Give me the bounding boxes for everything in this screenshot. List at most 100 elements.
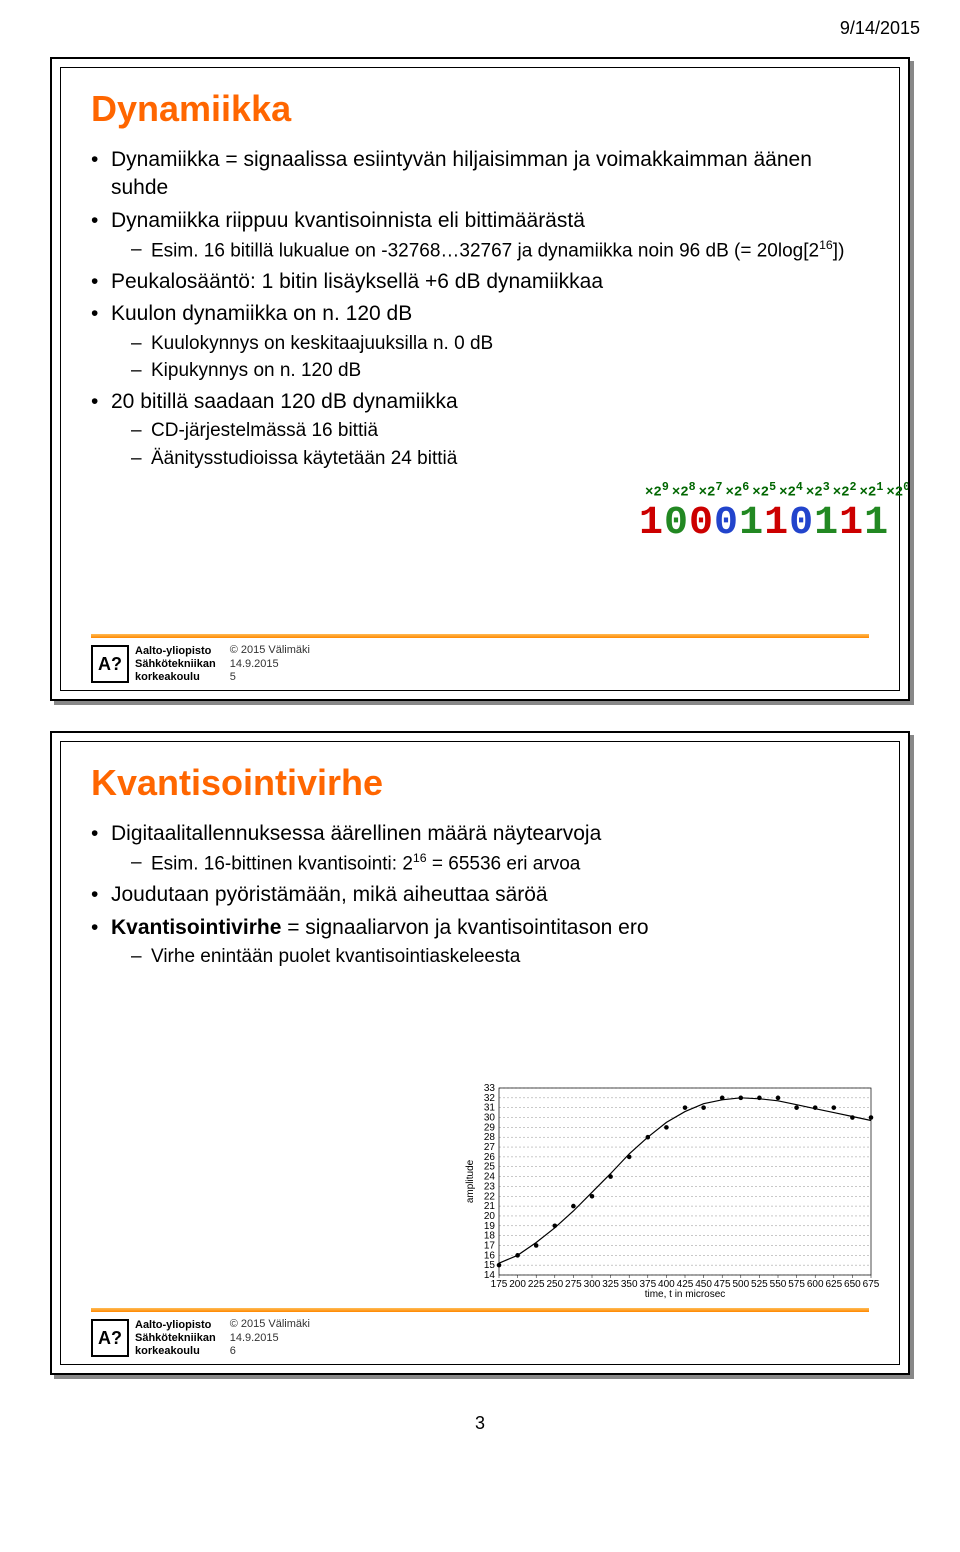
binary-graphic: ×29×28×27×26×25×24×23×22×21×20 100011011… <box>639 480 859 600</box>
s1-b2s1a: Esim. 16 bitillä lukualue on -32768…3276… <box>151 240 819 261</box>
svg-text:27: 27 <box>484 1142 496 1153</box>
svg-text:22: 22 <box>484 1191 496 1202</box>
svg-text:25: 25 <box>484 1162 496 1173</box>
svg-text:23: 23 <box>484 1181 496 1192</box>
svg-text:250: 250 <box>546 1279 563 1290</box>
svg-text:175: 175 <box>491 1279 508 1290</box>
svg-text:32: 32 <box>484 1093 496 1104</box>
slide-1: Dynamiikka Dynamiikka = signaalissa esii… <box>50 57 910 701</box>
svg-text:525: 525 <box>751 1279 768 1290</box>
s1-b3: Peukalosääntö: 1 bitin lisäyksellä +6 dB… <box>91 268 869 296</box>
svg-text:20: 20 <box>484 1211 496 1222</box>
s1-b5-text: 20 bitillä saadaan 120 dB dynamiikka <box>111 390 458 413</box>
chart-svg: 1415161718192021222324252627282930313233… <box>461 1080 881 1300</box>
logo2: A? Aalto-yliopisto Sähkötekniikan korkea… <box>91 1319 216 1357</box>
s1-b4-text: Kuulon dynamiikka on n. 120 dB <box>111 302 412 325</box>
s2-b1-text: Digitaalitallennuksessa äärellinen määrä… <box>111 822 601 845</box>
s2-b3: Kvantisointivirhe = signaaliarvon ja kva… <box>91 914 869 970</box>
quantization-chart: 1415161718192021222324252627282930313233… <box>461 1080 881 1300</box>
slide-2-inner: Kvantisointivirhe Digitaalitallennuksess… <box>60 741 900 1365</box>
svg-text:16: 16 <box>484 1250 496 1261</box>
svg-text:600: 600 <box>807 1279 824 1290</box>
s1-b2s1exp: 16 <box>819 238 833 252</box>
slide2-bullets: Digitaalitallennuksessa äärellinen määrä… <box>91 820 869 970</box>
s2-b3-s1: Virhe enintään puolet kvantisointiaskele… <box>111 944 869 970</box>
s1-b5-s2: Äänitysstudioissa käytetään 24 bittiä <box>111 446 869 472</box>
logo-l1: Aalto-yliopisto <box>135 645 216 658</box>
svg-text:225: 225 <box>528 1279 545 1290</box>
svg-text:24: 24 <box>484 1172 496 1183</box>
svg-text:17: 17 <box>484 1240 496 1251</box>
s1-b4: Kuulon dynamiikka on n. 120 dB Kuulokynn… <box>91 300 869 384</box>
svg-text:31: 31 <box>484 1103 496 1114</box>
svg-text:500: 500 <box>732 1279 749 1290</box>
svg-text:26: 26 <box>484 1152 496 1163</box>
s1-b2s1b: ]) <box>833 240 845 261</box>
svg-text:19: 19 <box>484 1221 496 1232</box>
svg-text:550: 550 <box>770 1279 787 1290</box>
cr-l2: 14.9.2015 <box>230 658 310 671</box>
cr-l1: © 2015 Välimäki <box>230 644 310 657</box>
s1-b2-text: Dynamiikka riippuu kvantisoinnista eli b… <box>111 209 585 232</box>
binary-digits: 1000110111 <box>639 501 859 546</box>
slide-2: Kvantisointivirhe Digitaalitallennuksess… <box>50 731 910 1375</box>
logo-text: Aalto-yliopisto Sähkötekniikan korkeakou… <box>135 645 216 683</box>
logo-l2: Sähkötekniikan <box>135 658 216 671</box>
svg-text:amplitude: amplitude <box>465 1159 476 1203</box>
svg-text:200: 200 <box>509 1279 526 1290</box>
svg-text:29: 29 <box>484 1122 496 1133</box>
svg-text:time, t in microsec: time, t in microsec <box>645 1289 726 1300</box>
slide2-footer: A? Aalto-yliopisto Sähkötekniikan korkea… <box>91 1318 310 1358</box>
svg-text:33: 33 <box>484 1083 496 1094</box>
svg-text:675: 675 <box>863 1279 880 1290</box>
svg-text:625: 625 <box>825 1279 842 1290</box>
logo-mark: A? <box>91 645 129 683</box>
cr2-l2: 14.9.2015 <box>230 1332 310 1345</box>
page-date: 9/14/2015 <box>0 0 960 47</box>
slide1-bullets: Dynamiikka = signaalissa esiintyvän hilj… <box>91 146 869 472</box>
svg-text:15: 15 <box>484 1260 496 1271</box>
page-number: 3 <box>0 1405 960 1450</box>
s2-b1: Digitaalitallennuksessa äärellinen määrä… <box>91 820 869 877</box>
s1-b2-s1: Esim. 16 bitillä lukualue on -32768…3276… <box>111 237 869 264</box>
s1-b5: 20 bitillä saadaan 120 dB dynamiikka CD-… <box>91 388 869 472</box>
logo: A? Aalto-yliopisto Sähkötekniikan korkea… <box>91 645 216 683</box>
svg-text:275: 275 <box>565 1279 582 1290</box>
svg-text:300: 300 <box>584 1279 601 1290</box>
s1-b4-s2: Kipukynnys on n. 120 dB <box>111 358 869 384</box>
svg-text:18: 18 <box>484 1231 496 1242</box>
binary-exponents: ×29×28×27×26×25×24×23×22×21×20 <box>645 480 859 501</box>
s1-b1: Dynamiikka = signaalissa esiintyvän hilj… <box>91 146 869 203</box>
logo-text2: Aalto-yliopisto Sähkötekniikan korkeakou… <box>135 1319 216 1357</box>
slide2-title: Kvantisointivirhe <box>91 762 869 804</box>
slide1-footer: A? Aalto-yliopisto Sähkötekniikan korkea… <box>91 644 310 684</box>
s2-b1-s1: Esim. 16-bittinen kvantisointi: 216 = 65… <box>111 850 869 877</box>
svg-text:30: 30 <box>484 1113 496 1124</box>
svg-text:575: 575 <box>788 1279 805 1290</box>
svg-text:21: 21 <box>484 1201 496 1212</box>
slide-1-inner: Dynamiikka Dynamiikka = signaalissa esii… <box>60 67 900 691</box>
s2-b3a: Kvantisointivirhe <box>111 916 281 939</box>
divider <box>91 634 869 638</box>
slide1-title: Dynamiikka <box>91 88 869 130</box>
divider2 <box>91 1308 869 1312</box>
s2-b2: Joudutaan pyöristämään, mikä aiheuttaa s… <box>91 881 869 909</box>
svg-text:325: 325 <box>602 1279 619 1290</box>
inslide-pg1: 5 <box>230 671 310 684</box>
logo2-l2: Sähkötekniikan <box>135 1332 216 1345</box>
s2-b1s1b: = 65536 eri arvoa <box>427 854 581 875</box>
svg-text:650: 650 <box>844 1279 861 1290</box>
cr2-l1: © 2015 Välimäki <box>230 1318 310 1331</box>
s1-b4-s1: Kuulokynnys on keskitaajuuksilla n. 0 dB <box>111 331 869 357</box>
svg-text:350: 350 <box>621 1279 638 1290</box>
s2-b1s1exp: 16 <box>413 851 427 865</box>
s2-b3b: = signaaliarvon ja kvantisointitason ero <box>281 916 648 939</box>
logo2-l3: korkeakoulu <box>135 1345 216 1358</box>
s1-b2: Dynamiikka riippuu kvantisoinnista eli b… <box>91 207 869 264</box>
svg-text:28: 28 <box>484 1132 496 1143</box>
logo-l3: korkeakoulu <box>135 671 216 684</box>
logo2-l1: Aalto-yliopisto <box>135 1319 216 1332</box>
copyright: © 2015 Välimäki 14.9.2015 5 <box>230 644 310 684</box>
copyright2: © 2015 Välimäki 14.9.2015 6 <box>230 1318 310 1358</box>
s1-b5-s1: CD-järjestelmässä 16 bittiä <box>111 418 869 444</box>
